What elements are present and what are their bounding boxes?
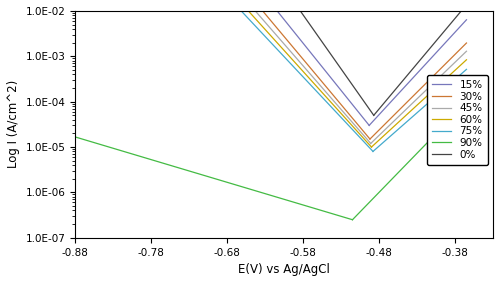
15% <box>366 124 372 127</box>
90% <box>356 212 362 215</box>
15% <box>460 21 466 25</box>
Line: 75%: 75% <box>373 69 466 151</box>
Line: 60%: 60% <box>372 60 466 147</box>
90% <box>402 164 408 168</box>
Line: 90%: 90% <box>352 102 467 220</box>
75% <box>460 70 466 74</box>
0% <box>444 27 450 30</box>
90% <box>460 104 466 108</box>
75% <box>375 145 381 149</box>
45% <box>414 97 420 100</box>
60% <box>368 145 374 149</box>
90% <box>460 104 466 108</box>
75% <box>444 85 450 89</box>
90% <box>405 161 411 164</box>
Y-axis label: Log I (A/cm^2): Log I (A/cm^2) <box>7 80 20 168</box>
0% <box>376 108 382 112</box>
0% <box>461 9 467 13</box>
45% <box>460 52 466 56</box>
30% <box>443 62 449 65</box>
0% <box>461 9 467 13</box>
60% <box>464 58 469 61</box>
30% <box>367 137 373 141</box>
0% <box>464 9 469 13</box>
90% <box>464 101 469 104</box>
15% <box>414 72 420 76</box>
60% <box>414 103 420 106</box>
30% <box>460 44 466 48</box>
45% <box>368 142 374 145</box>
45% <box>460 52 466 56</box>
45% <box>372 137 378 140</box>
75% <box>370 150 376 153</box>
30% <box>412 93 418 97</box>
75% <box>413 112 419 115</box>
15% <box>443 40 449 44</box>
0% <box>458 9 464 13</box>
90% <box>439 126 445 129</box>
0% <box>416 60 422 63</box>
75% <box>460 70 466 74</box>
0% <box>414 63 420 66</box>
15% <box>460 21 466 25</box>
30% <box>464 41 469 45</box>
45% <box>464 50 469 53</box>
60% <box>412 105 418 109</box>
45% <box>412 99 418 103</box>
Line: 15%: 15% <box>369 20 466 125</box>
Line: 30%: 30% <box>370 43 466 139</box>
15% <box>371 118 377 122</box>
15% <box>464 18 469 22</box>
60% <box>444 77 450 80</box>
60% <box>374 141 380 144</box>
0% <box>370 114 376 117</box>
30% <box>372 132 378 136</box>
60% <box>460 61 466 64</box>
15% <box>411 75 417 79</box>
75% <box>416 110 422 113</box>
90% <box>350 218 356 221</box>
60% <box>460 61 466 64</box>
Legend: 15%, 30%, 45%, 60%, 75%, 90%, 0%: 15%, 30%, 45%, 60%, 75%, 90%, 0% <box>427 75 488 165</box>
30% <box>460 44 466 48</box>
Line: 45%: 45% <box>370 51 466 143</box>
X-axis label: E(V) vs Ag/AgCl: E(V) vs Ag/AgCl <box>238 263 330 276</box>
30% <box>414 91 420 94</box>
75% <box>464 68 469 71</box>
45% <box>443 69 449 72</box>
Line: 0%: 0% <box>374 11 466 115</box>
